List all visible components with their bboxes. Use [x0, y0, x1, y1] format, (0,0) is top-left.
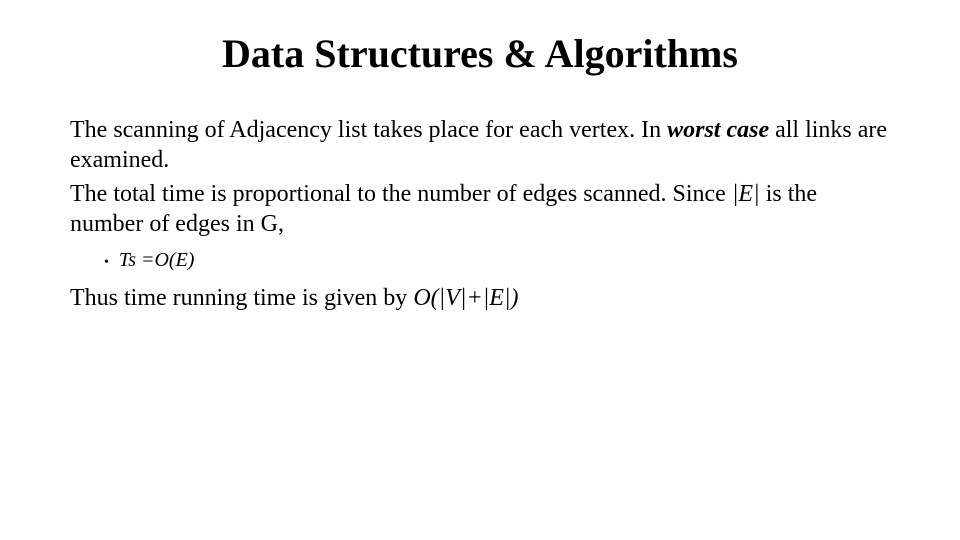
p3-text-a: Thus time running time is given by: [70, 285, 413, 311]
bullet-1-text: Ts =O(E): [119, 249, 195, 272]
slide-title: Data Structures & Algorithms: [70, 30, 890, 77]
p3-complexity: O(|V|+|E|): [413, 285, 518, 311]
bullet-dot-icon: •: [104, 253, 109, 273]
slide-container: Data Structures & Algorithms The scannin…: [0, 0, 960, 540]
bullet-item-1: • Ts =O(E): [104, 249, 890, 273]
p1-worst-case: worst case: [667, 117, 769, 143]
paragraph-1: The scanning of Adjacency list takes pla…: [70, 115, 890, 175]
p1-text-a: The scanning of Adjacency list takes pla…: [70, 117, 667, 143]
paragraph-2: The total time is proportional to the nu…: [70, 179, 890, 239]
paragraph-3: Thus time running time is given by O(|V|…: [70, 283, 890, 313]
p2-text-a: The total time is proportional to the nu…: [70, 181, 732, 207]
p2-edge-set: |E|: [732, 181, 760, 207]
